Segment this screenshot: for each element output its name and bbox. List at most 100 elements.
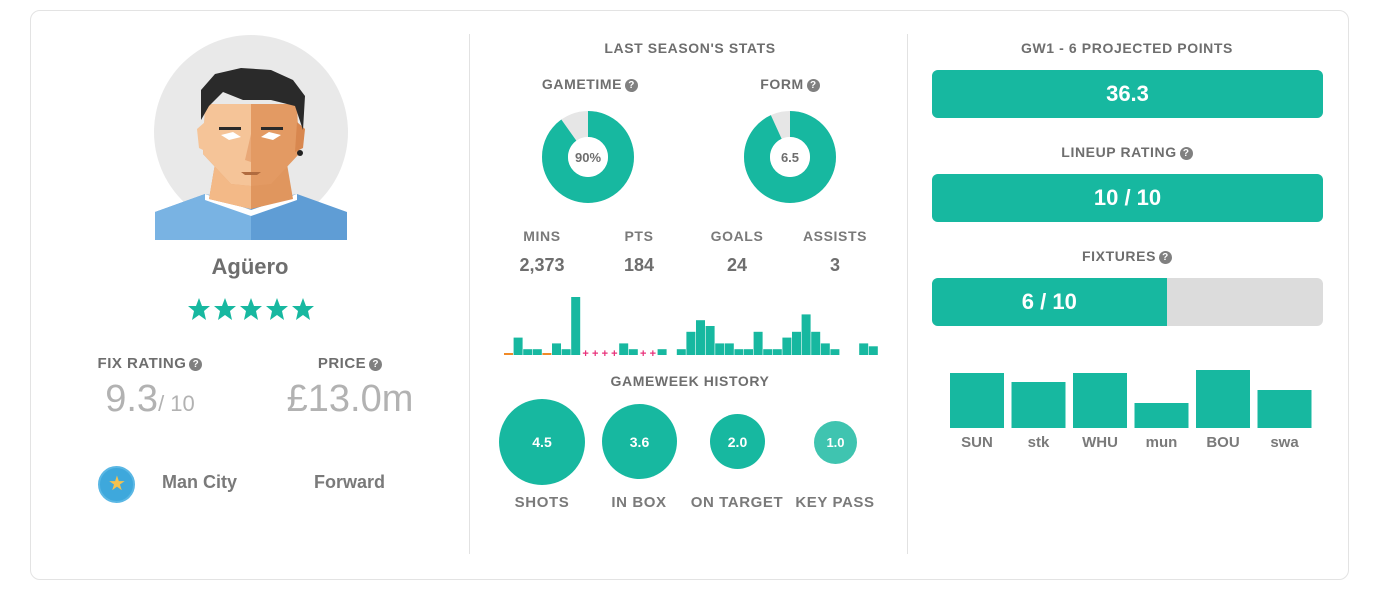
stat-value-mins: 2,373	[519, 255, 565, 275]
on-target-label: ON TARGET	[690, 494, 784, 511]
history-bar	[715, 343, 725, 355]
fix-rating-label: FIX RATING?	[90, 355, 210, 372]
history-no-play-marker	[542, 353, 552, 355]
stat-value-pts: 184	[623, 255, 655, 275]
history-bar	[763, 349, 773, 355]
history-bar	[868, 346, 878, 355]
stat-label-mins: MINS	[523, 228, 561, 244]
history-bar	[744, 349, 753, 355]
club-name: Man City	[162, 472, 238, 492]
fixture-label: WHU	[1082, 434, 1118, 451]
stat-label-assists: ASSISTS	[802, 228, 868, 244]
gameweek-history-chart: + + + + + +	[504, 297, 878, 360]
star-icon	[240, 298, 262, 320]
price-label: PRICE?	[290, 355, 410, 372]
projected-points-value: 36.3	[1106, 81, 1149, 106]
star-icon	[188, 298, 210, 320]
star-icon	[214, 298, 236, 320]
fix-rating-max: / 10	[158, 391, 195, 416]
help-icon[interactable]: ?	[806, 79, 820, 92]
on-target-bubble: 2.0	[710, 414, 765, 469]
fixtures-value: 6 / 10	[1021, 289, 1077, 314]
lineup-rating-value: 10 / 10	[1093, 185, 1162, 210]
help-icon[interactable]: ?	[369, 358, 383, 371]
key-pass-label: KEY PASS	[795, 494, 875, 511]
history-bar	[705, 326, 715, 355]
history-bar	[811, 331, 821, 355]
projected-points-title: GW1 - 6 PROJECTED POINTS	[1021, 40, 1233, 56]
history-bar	[820, 343, 830, 355]
fixtures-label: FIXTURES?	[972, 248, 1282, 264]
divider-right	[907, 34, 908, 554]
fixture-label: SUN	[961, 434, 993, 451]
history-bar	[792, 331, 801, 355]
price-value: £13.0m	[286, 378, 414, 420]
history-bar	[686, 331, 696, 355]
history-bar	[724, 343, 734, 355]
history-bar	[696, 320, 705, 355]
help-icon[interactable]: ?	[1179, 147, 1193, 160]
history-bar	[782, 337, 792, 355]
history-bar	[657, 349, 667, 355]
history-bar	[830, 349, 840, 355]
avatar	[153, 34, 349, 240]
history-bar	[561, 349, 571, 355]
divider-left	[469, 34, 470, 554]
form-value: 6.5	[781, 150, 799, 165]
lineup-rating-label-text: LINEUP RATING	[1061, 144, 1177, 160]
lineup-rating-label: LINEUP RATING?	[972, 144, 1282, 160]
history-bar	[801, 314, 811, 355]
history-bar	[753, 331, 763, 355]
fixture-bar	[1257, 390, 1312, 428]
stat-label-goals: GOALS	[710, 228, 764, 244]
history-no-play-marker	[504, 353, 513, 355]
history-absence-marker: +	[592, 348, 598, 360]
history-absence-marker: +	[650, 348, 656, 360]
fixtures-label-text: FIXTURES	[1081, 248, 1157, 264]
fixtures-bar: 6 / 10	[932, 278, 1323, 326]
player-position: Forward	[314, 472, 386, 492]
fixture-bar	[950, 373, 1004, 428]
history-bar	[859, 343, 869, 355]
history-bar	[676, 349, 686, 355]
player-portrait-icon	[154, 35, 348, 240]
fixture-label: mun	[1145, 434, 1178, 451]
player-name: Agüero	[211, 254, 289, 279]
shots-label: SHOTS	[514, 494, 570, 511]
star-icon	[292, 298, 314, 320]
fixture-label: swa	[1270, 434, 1299, 451]
lineup-rating-bar: 10 / 10	[932, 174, 1323, 222]
help-icon[interactable]: ?	[189, 358, 203, 371]
gametime-value: 90%	[575, 150, 601, 165]
gametime-label: GAMETIME?	[520, 76, 660, 92]
projected-points-bar: 36.3	[932, 70, 1323, 118]
history-bar	[552, 343, 561, 355]
fix-rating-number: 9.3	[105, 378, 159, 420]
gametime-label-text: GAMETIME	[541, 76, 623, 92]
history-bar	[772, 349, 782, 355]
star-rating	[187, 297, 315, 321]
history-bar	[619, 343, 629, 355]
fixture-bar	[1196, 370, 1250, 428]
history-absence-marker: +	[602, 348, 608, 360]
history-bar	[734, 349, 744, 355]
projected-points-fill	[932, 70, 1323, 118]
history-absence-marker: +	[640, 348, 646, 360]
history-absence-marker: +	[611, 348, 617, 360]
lineup-rating-fill	[932, 174, 1323, 222]
stat-value-assists: 3	[829, 255, 840, 275]
history-bar	[532, 349, 542, 355]
history-bar	[513, 337, 523, 355]
in-box-bubble: 3.6	[602, 404, 677, 479]
fixtures-fill	[932, 278, 1167, 326]
help-icon[interactable]: ?	[625, 79, 639, 92]
key-pass-bubble: 1.0	[814, 421, 857, 464]
last-season-title: LAST SEASON'S STATS	[604, 40, 776, 56]
club-badge-icon: ★	[98, 466, 135, 503]
stat-value-goals: 24	[726, 255, 748, 275]
fixture-bar	[1134, 403, 1189, 428]
fixture-label: stk	[1027, 434, 1050, 451]
help-icon[interactable]: ?	[1159, 251, 1173, 264]
in-box-label: IN BOX	[611, 494, 667, 511]
history-absence-marker: +	[582, 348, 588, 360]
